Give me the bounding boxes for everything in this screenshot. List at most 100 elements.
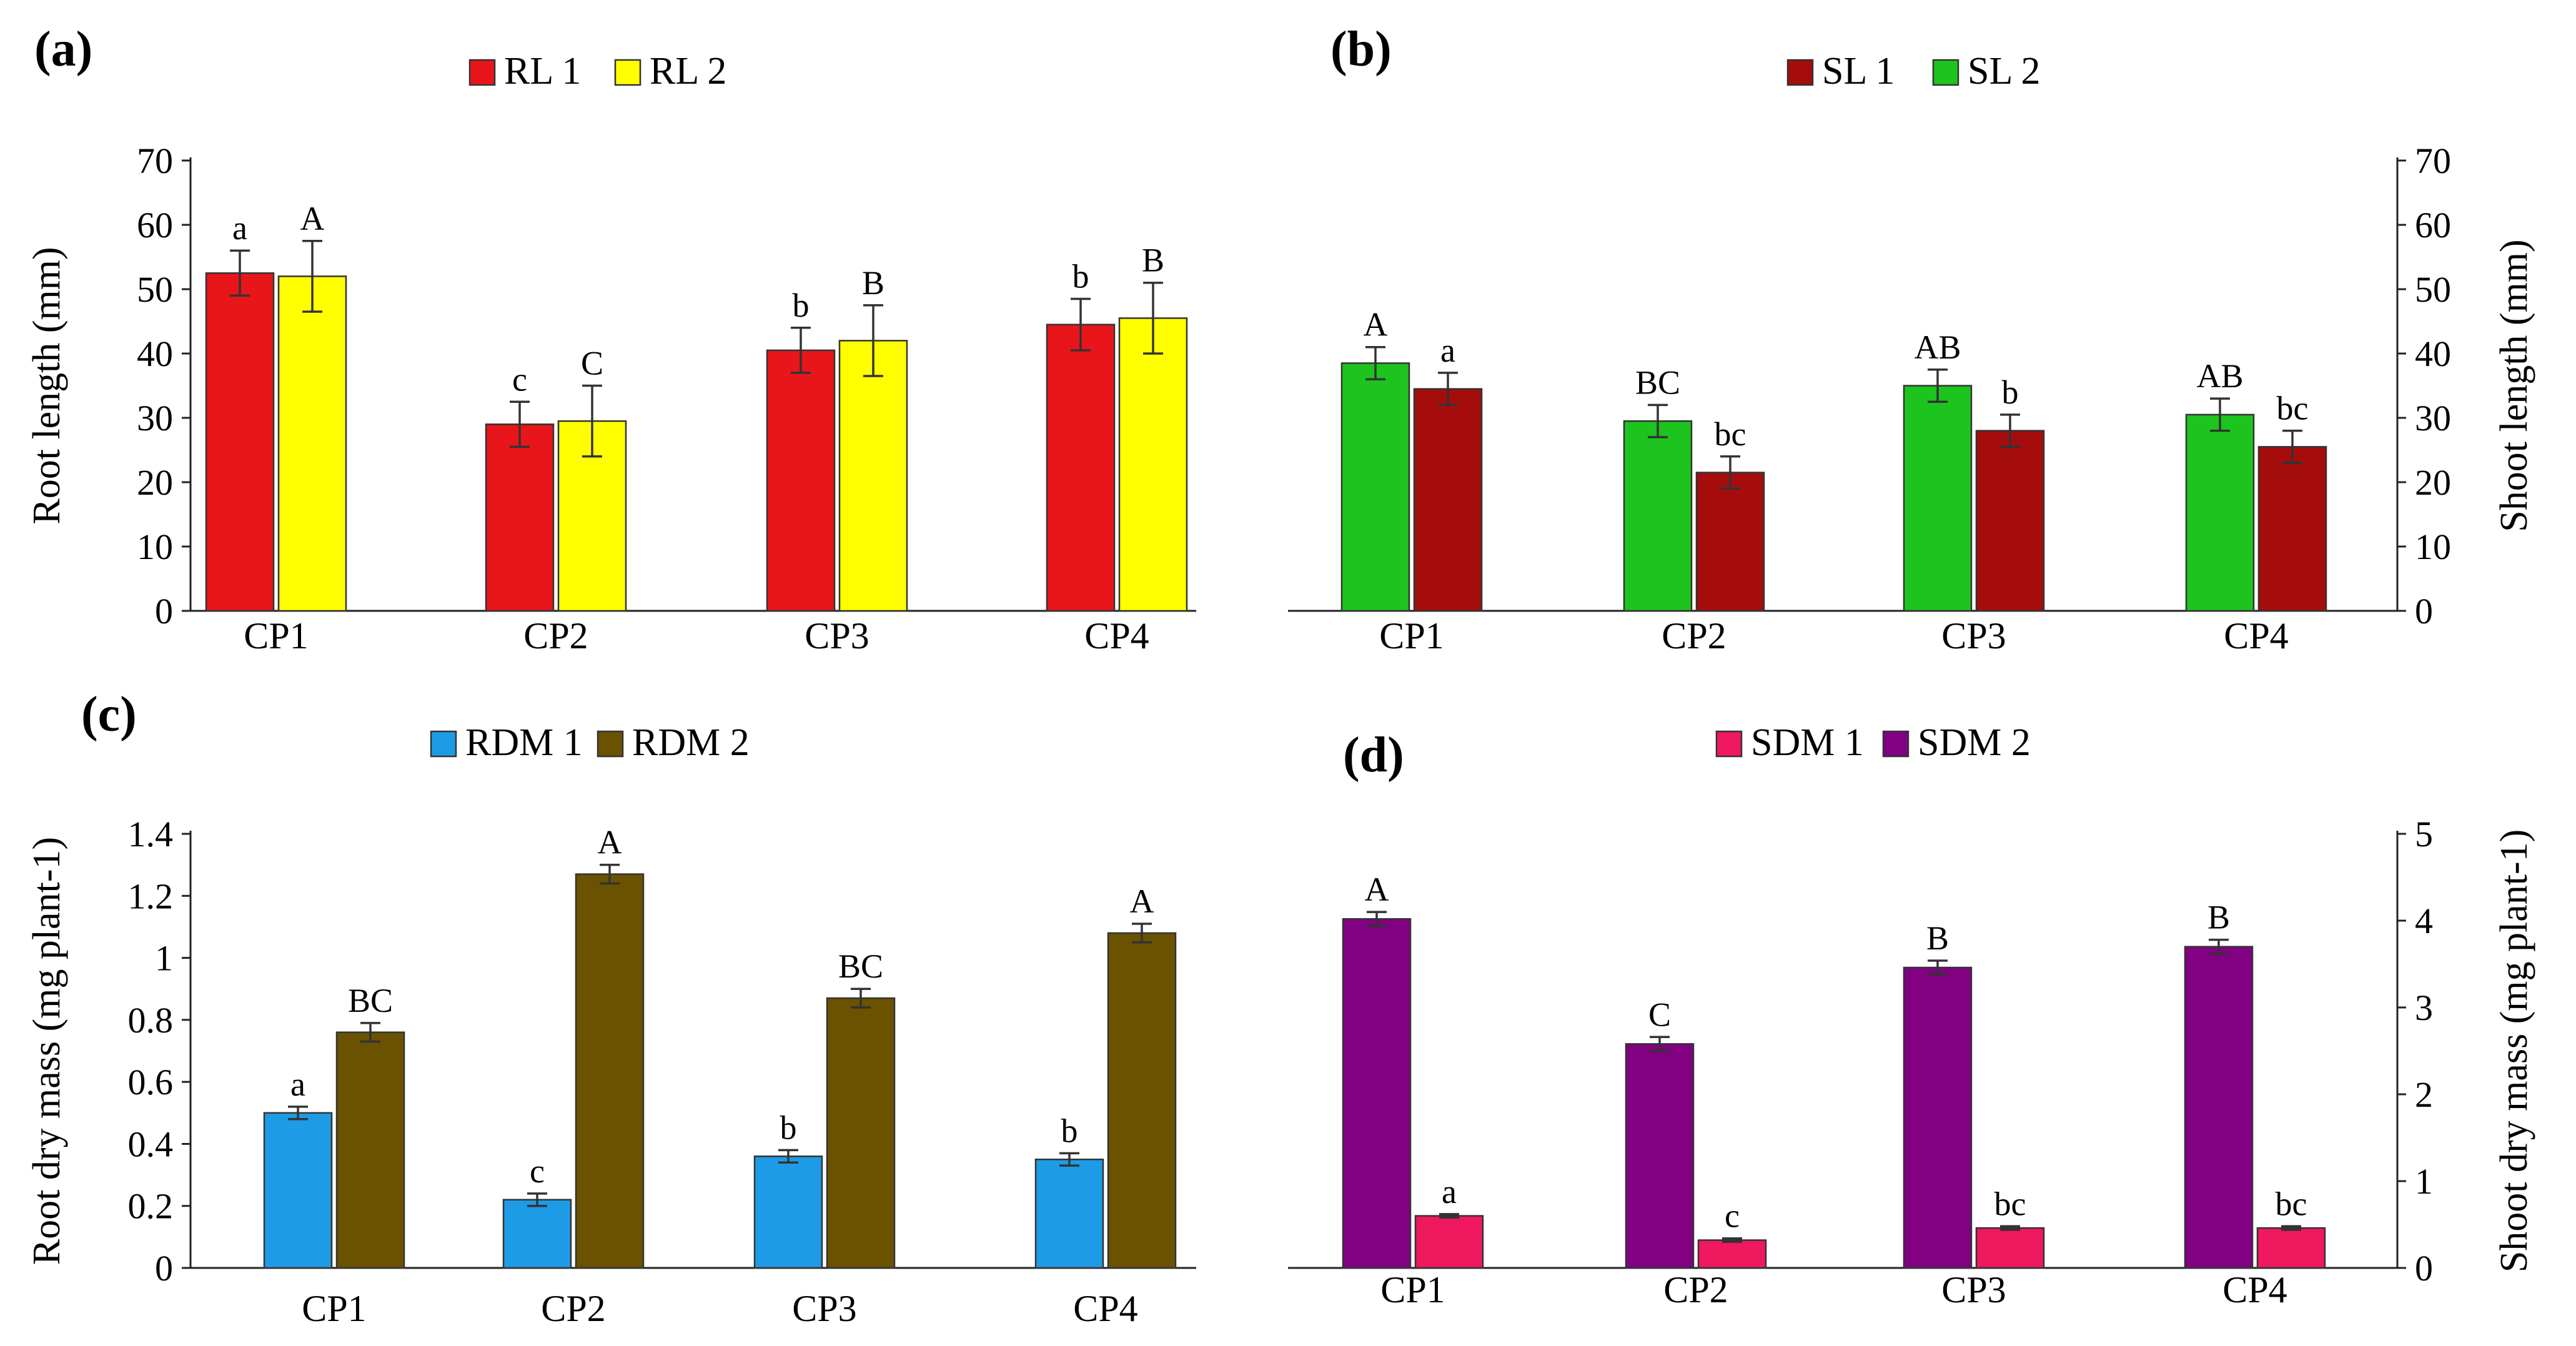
bar-a-rl1-cp3 <box>766 349 836 612</box>
legend-swatch <box>1882 730 1910 758</box>
significance-label: bc <box>1715 415 1746 453</box>
y-tick-label: 30 <box>137 398 173 438</box>
bar-d-sdm1-cp3 <box>1975 1227 2045 1269</box>
y-axis-title: Shoot length (mm) <box>2493 239 2535 532</box>
y-tick-label: 0 <box>155 591 173 631</box>
legend-entry: SDM 1 <box>1751 721 1864 764</box>
bar-d-sdm2-cp2 <box>1625 1043 1695 1269</box>
x-tick-label: CP4 <box>1073 1288 1137 1329</box>
bar-a-rl1-cp1 <box>205 272 275 612</box>
y-tick-label: 2 <box>2415 1074 2433 1115</box>
significance-label: BC <box>838 948 883 985</box>
y-tick-label: 20 <box>2415 462 2451 503</box>
significance-label: C <box>1648 996 1671 1033</box>
significance-label: AB <box>2196 357 2243 395</box>
bar-d-sdm2-cp4 <box>2184 946 2254 1269</box>
significance-label: B <box>2207 899 2230 936</box>
bar-c-rdm1-cp4 <box>1034 1159 1104 1269</box>
y-tick-label: 1 <box>2415 1161 2433 1202</box>
bar-a-rl2-cp1 <box>277 275 347 612</box>
significance-label: B <box>862 264 884 302</box>
bar-d-sdm1-cp2 <box>1697 1239 1767 1269</box>
y-tick-label: 0.4 <box>128 1124 174 1164</box>
x-tick-label: CP2 <box>541 1288 605 1329</box>
bar-a-rl2-cp4 <box>1118 317 1188 612</box>
y-tick-label: 0.2 <box>128 1186 174 1227</box>
bar-b-sl1-cp3 <box>1975 430 2045 612</box>
significance-label: A <box>1130 883 1154 920</box>
significance-label: A <box>598 824 622 861</box>
panel-label: (a) <box>34 22 92 77</box>
legend-swatch <box>597 730 624 758</box>
x-tick-label: CP4 <box>1084 615 1149 656</box>
legend-entry: RL 1 <box>504 50 581 92</box>
bar-d-sdm2-cp1 <box>1342 918 1412 1269</box>
chart-panel-c: (c) 0 0.2 0.4 0.6 0.8 1 1.2 1.4 Root dry mass (mg… <box>26 687 1196 1329</box>
significance-label: A <box>300 200 325 237</box>
y-tick-label: 0 <box>155 1248 173 1289</box>
bar-b-sl1-cp4 <box>2257 446 2327 612</box>
x-tick-label: CP1 <box>244 615 308 656</box>
x-tick-label: CP3 <box>792 1288 856 1329</box>
significance-label: b <box>793 287 810 324</box>
bar-c-rdm1-cp1 <box>263 1112 333 1269</box>
bar-b-sl1-cp2 <box>1695 472 1765 612</box>
bar-c-rdm1-cp2 <box>502 1199 572 1269</box>
x-tick-label: CP1 <box>1379 615 1444 656</box>
significance-label: bc <box>2277 390 2309 427</box>
x-tick-label: CP2 <box>1662 615 1726 656</box>
y-tick-label: 0 <box>2415 1248 2433 1289</box>
y-tick-label: 0.8 <box>128 1000 174 1041</box>
significance-label: bc <box>2276 1185 2307 1222</box>
x-tick-label: CP3 <box>1941 615 2006 656</box>
y-tick-label: 70 <box>137 141 173 181</box>
y-tick-label: 50 <box>137 269 173 310</box>
bar-c-rdm2-cp4 <box>1107 932 1177 1269</box>
x-tick-label: CP2 <box>523 615 588 656</box>
x-tick-label: CP4 <box>2224 615 2288 656</box>
y-tick-label: 1.2 <box>128 876 174 916</box>
legend-entry: RDM 2 <box>632 721 750 764</box>
bar-d-sdm2-cp3 <box>1903 966 1973 1269</box>
bar-c-rdm2-cp3 <box>826 997 896 1269</box>
y-tick-label: 3 <box>2415 987 2433 1028</box>
significance-label: b <box>1061 1112 1078 1149</box>
significance-label: bc <box>1994 1185 2026 1222</box>
y-tick-label: 50 <box>2415 269 2451 310</box>
y-axis-title: Shoot dry mass (mg plant-1) <box>2493 829 2535 1273</box>
significance-label: b <box>2002 374 2019 411</box>
y-tick-label: 0.6 <box>128 1062 174 1102</box>
bar-d-sdm1-cp1 <box>1414 1215 1484 1269</box>
y-tick-label: 1.4 <box>128 814 174 854</box>
y-tick-label: 40 <box>2415 334 2451 374</box>
significance-label: a <box>290 1066 305 1103</box>
x-tick-label: CP1 <box>302 1288 366 1329</box>
y-tick-label: 40 <box>137 334 173 374</box>
legend-swatch <box>468 59 496 86</box>
y-tick-label: 10 <box>137 527 173 567</box>
significance-label: c <box>530 1152 545 1190</box>
bar-d-sdm1-cp4 <box>2256 1227 2326 1269</box>
chart-panel-d: (d) 0 1 2 3 4 5 Shoot dry mass (mg plant-1) A C B B… <box>1288 721 2535 1310</box>
x-tick-label: CP3 <box>1941 1269 2006 1310</box>
significance-label: c <box>1725 1197 1740 1235</box>
panel-label: (d) <box>1343 728 1404 783</box>
panel-label: (b) <box>1330 22 1392 77</box>
y-tick-label: 60 <box>137 205 173 245</box>
significance-label: a <box>1442 1173 1457 1210</box>
panel-label: (c) <box>81 687 137 742</box>
significance-label: BC <box>348 982 393 1019</box>
y-tick-label: 30 <box>2415 398 2451 438</box>
x-tick-label: CP3 <box>805 615 869 656</box>
significance-label: a <box>1440 332 1455 369</box>
y-tick-label: 5 <box>2415 814 2433 854</box>
significance-label: a <box>232 209 247 247</box>
significance-label: A <box>1365 871 1389 908</box>
x-tick-label: CP1 <box>1380 1269 1445 1310</box>
bar-b-sl2-cp3 <box>1903 385 1973 612</box>
y-tick-label: 20 <box>137 462 173 503</box>
legend-entry: RDM 1 <box>465 721 583 764</box>
y-tick-label: 70 <box>2415 141 2451 181</box>
y-tick-label: 4 <box>2415 901 2433 941</box>
